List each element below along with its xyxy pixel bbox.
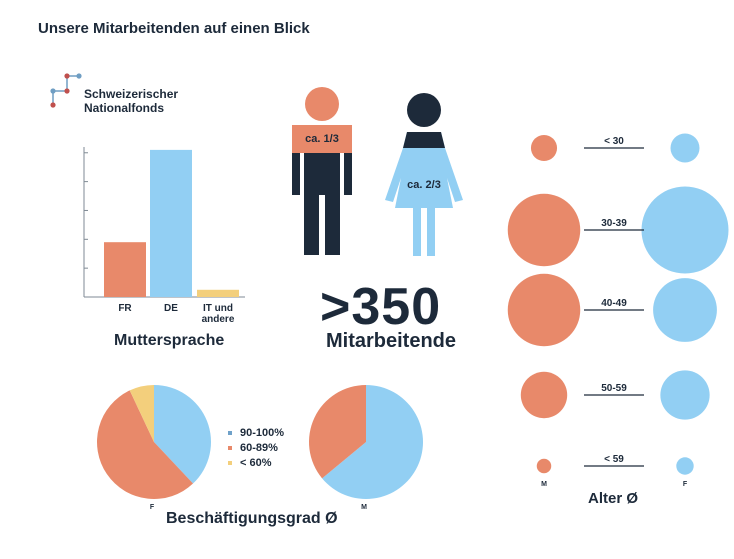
bar-category-label: DE bbox=[164, 303, 178, 314]
age-series-label: M bbox=[541, 481, 547, 488]
age-bubble-chart: < 30 30-39 40-49 50-59 < 59 M F bbox=[507, 133, 729, 488]
bar-category-label: FR bbox=[118, 303, 132, 314]
age-bubble-female bbox=[676, 457, 694, 475]
pie-slice bbox=[97, 390, 194, 499]
age-bubble-male bbox=[520, 371, 568, 419]
logo-icon bbox=[50, 73, 82, 108]
age-bubble-male bbox=[507, 193, 581, 267]
logo-line-1: Schweizerischer bbox=[84, 87, 179, 101]
legend-item: < 60% bbox=[240, 457, 272, 469]
male-figure-icon: ca. 1/3 bbox=[292, 87, 352, 255]
male-share-label: ca. 1/3 bbox=[305, 133, 339, 145]
pie-chart-title: Beschäftigungsgrad Ø bbox=[166, 510, 338, 527]
female-share-label: ca. 2/3 bbox=[407, 179, 441, 191]
pie-slice bbox=[309, 385, 366, 479]
age-category-label: 50-59 bbox=[601, 383, 627, 394]
headcount-value: >350 bbox=[320, 278, 442, 336]
bar bbox=[104, 242, 146, 297]
legend-swatch bbox=[228, 461, 232, 465]
legend-swatch bbox=[228, 431, 232, 435]
page-title: Unsere Mitarbeitenden auf einen Blick bbox=[38, 20, 310, 37]
logo-line-2: Nationalfonds bbox=[84, 101, 164, 115]
age-bubble-female bbox=[660, 370, 710, 420]
pie-slice bbox=[322, 385, 424, 499]
bar bbox=[150, 149, 192, 297]
employment-pie-chart: F M 90-100% 60-89% < 60% bbox=[97, 385, 424, 511]
legend-item: 60-89% bbox=[240, 442, 278, 454]
pie-slice bbox=[154, 385, 211, 484]
female-figure-icon: ca. 2/3 bbox=[385, 93, 463, 256]
headcount-label: Mitarbeitende bbox=[326, 330, 457, 352]
bar bbox=[197, 289, 239, 297]
age-category-label: 30-39 bbox=[601, 218, 627, 229]
bar-category-label: IT und andere bbox=[202, 303, 235, 325]
age-category-label: < 30 bbox=[604, 136, 624, 147]
age-bubble-male bbox=[536, 458, 552, 474]
age-bubble-male bbox=[507, 273, 581, 347]
bar-chart-title: Muttersprache bbox=[114, 332, 225, 349]
age-bubble-female bbox=[670, 133, 700, 163]
language-bar-chart: FR DE IT und andere bbox=[83, 147, 245, 325]
pie-label: F bbox=[150, 504, 155, 511]
logo-text: Schweizerischer Nationalfonds bbox=[84, 87, 204, 115]
legend-item: 90-100% bbox=[240, 427, 284, 439]
age-bubble-male bbox=[530, 134, 558, 162]
age-bubble-female bbox=[641, 186, 729, 274]
age-category-label: < 59 bbox=[604, 454, 624, 465]
age-bubble-female bbox=[653, 278, 717, 342]
legend-swatch bbox=[228, 446, 232, 450]
pie-label: M bbox=[361, 504, 367, 511]
pie-slice bbox=[129, 385, 154, 442]
age-category-label: 40-49 bbox=[601, 298, 627, 309]
age-series-label: F bbox=[683, 481, 688, 488]
age-chart-title: Alter Ø bbox=[588, 490, 639, 507]
